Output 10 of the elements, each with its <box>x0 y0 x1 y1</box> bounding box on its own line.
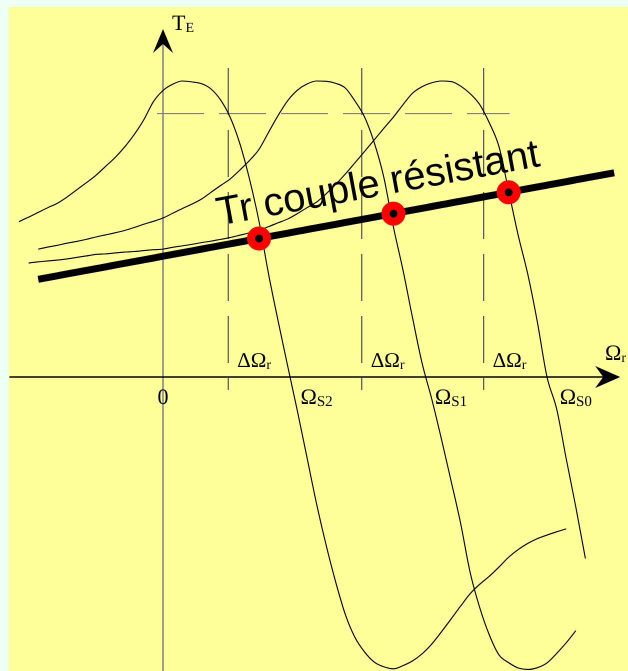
annotation: ΔΩ$_{r}$ <box>370 348 405 373</box>
x-tick-label: Ω$_{S1}$ <box>434 384 468 410</box>
y-axis-title: T$_{E}$ <box>172 10 194 36</box>
annotation: ΔΩ$_{r}$ <box>492 348 527 373</box>
x-axis-title: Ω$_{r}$ <box>604 340 626 366</box>
x-tick-label: Ω$_{S0}$ <box>560 384 592 410</box>
annotation: ΔΩ$_{r}$ <box>237 348 272 373</box>
x-tick-label: Ω$_{S2}$ <box>300 384 333 410</box>
text: Tr couple résistant <box>212 132 543 234</box>
x-tick-label: 0 <box>158 384 168 409</box>
